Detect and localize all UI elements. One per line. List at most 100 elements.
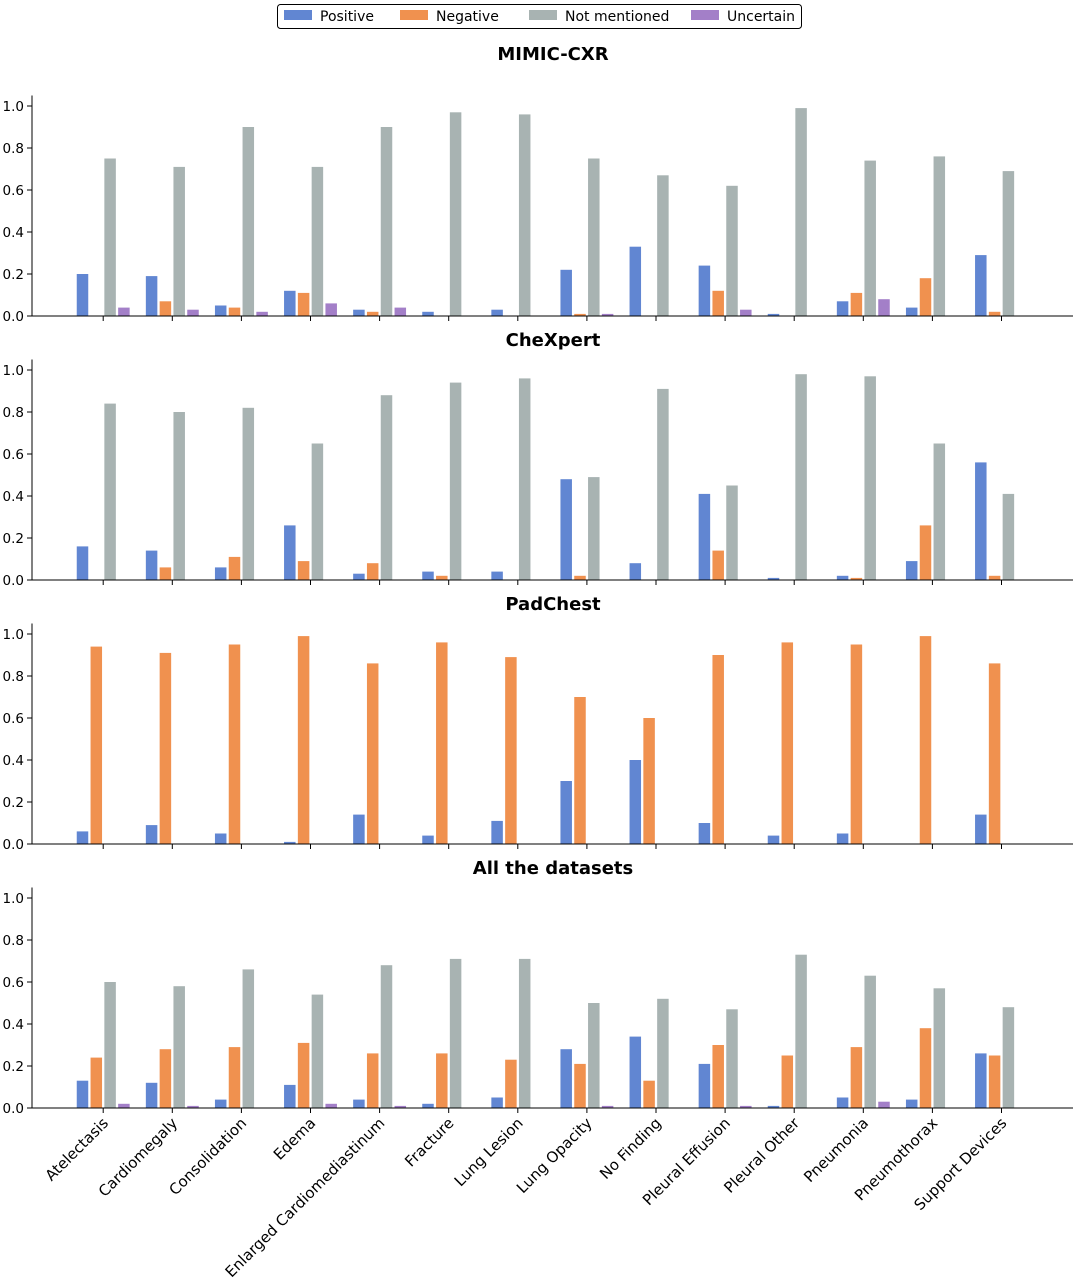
bar-not-mentioned-pneumothorax xyxy=(933,156,946,316)
bar-not-mentioned-pleural-other xyxy=(795,374,807,580)
bar-uncertain-edema xyxy=(325,1103,337,1108)
bar-negative-consolidation xyxy=(228,307,241,316)
bar-not-mentioned-atelectasis xyxy=(104,982,116,1108)
bar-positive-pleural-effusion xyxy=(698,823,711,844)
bar-positive-lung-opacity xyxy=(560,269,572,316)
bar-positive-enlarged-cardiomediastinum xyxy=(353,814,365,844)
bar-not-mentioned-fracture xyxy=(449,112,462,316)
bar-not-mentioned-lung-opacity xyxy=(588,1003,600,1108)
panel-title: All the datasets xyxy=(473,858,633,879)
bar-positive-no-finding xyxy=(629,246,642,316)
y-tick-label: 0.0 xyxy=(3,309,24,325)
bar-uncertain-pleural-effusion xyxy=(740,1105,752,1108)
bar-negative-lung-opacity xyxy=(574,697,586,844)
y-tick-label: 0.4 xyxy=(3,1017,24,1033)
bar-not-mentioned-no-finding xyxy=(657,388,669,580)
bar-not-mentioned-cardiomegaly xyxy=(173,412,185,580)
bar-uncertain-enlarged-cardiomediastinum xyxy=(394,1105,407,1108)
bar-positive-pleural-other xyxy=(767,1105,780,1108)
bar-negative-cardiomegaly xyxy=(159,1049,172,1108)
bar-positive-pleural-other xyxy=(767,835,780,844)
bar-uncertain-consolidation xyxy=(256,311,268,316)
bar-negative-pneumothorax xyxy=(919,636,932,844)
bar-negative-enlarged-cardiomediastinum xyxy=(366,563,379,580)
bar-positive-pleural-other xyxy=(767,577,780,580)
bar-positive-enlarged-cardiomediastinum xyxy=(353,1099,365,1108)
bar-positive-cardiomegaly xyxy=(145,276,158,316)
bar-not-mentioned-edema xyxy=(311,994,324,1108)
y-tick-label: 0.2 xyxy=(3,795,24,811)
bar-uncertain-pneumonia xyxy=(878,299,890,316)
bar-negative-support-devices xyxy=(988,575,1001,580)
bar-negative-cardiomegaly xyxy=(159,567,172,580)
panel-title: CheXpert xyxy=(506,330,601,351)
bar-positive-pneumonia xyxy=(836,575,849,580)
bar-negative-lung-lesion xyxy=(505,1059,517,1108)
bar-negative-pneumothorax xyxy=(919,525,932,580)
bar-uncertain-atelectasis xyxy=(118,1103,130,1108)
bar-not-mentioned-consolidation xyxy=(242,127,255,316)
legend-swatch-positive xyxy=(284,10,312,20)
bar-positive-no-finding xyxy=(629,563,642,580)
bar-not-mentioned-support-devices xyxy=(1002,171,1015,316)
legend-label-positive: Positive xyxy=(320,9,374,25)
bar-negative-consolidation xyxy=(228,556,241,580)
bar-positive-support-devices xyxy=(975,462,987,580)
bar-not-mentioned-no-finding xyxy=(657,998,669,1108)
bar-not-mentioned-support-devices xyxy=(1002,1007,1015,1108)
y-tick-label: 0.4 xyxy=(3,225,24,241)
y-tick-label: 0.8 xyxy=(3,669,24,685)
bar-negative-lung-opacity xyxy=(574,313,586,316)
bar-positive-pneumothorax xyxy=(905,307,918,316)
bar-negative-edema xyxy=(297,636,310,844)
bar-negative-pleural-other xyxy=(781,1055,794,1108)
x-category-label-edema: Edema xyxy=(270,1114,320,1164)
bar-positive-pneumothorax xyxy=(905,561,918,580)
legend-swatch-negative xyxy=(400,10,428,20)
bar-positive-consolidation xyxy=(214,567,227,580)
bar-negative-atelectasis xyxy=(90,646,103,844)
bar-not-mentioned-edema xyxy=(311,443,324,580)
bar-positive-cardiomegaly xyxy=(145,550,158,580)
bar-positive-lung-opacity xyxy=(560,1049,572,1108)
bar-not-mentioned-atelectasis xyxy=(104,158,116,316)
bar-negative-edema xyxy=(297,561,310,580)
bar-uncertain-cardiomegaly xyxy=(187,1105,199,1108)
y-tick-label: 0.2 xyxy=(3,1059,24,1075)
bar-not-mentioned-lung-opacity xyxy=(588,158,600,316)
y-tick-label: 0.0 xyxy=(3,1101,24,1117)
bar-not-mentioned-pneumothorax xyxy=(933,988,946,1108)
bar-not-mentioned-pneumonia xyxy=(864,160,876,316)
bar-negative-pneumonia xyxy=(850,292,863,316)
bar-negative-support-devices xyxy=(988,663,1001,844)
y-tick-label: 0.6 xyxy=(3,447,24,463)
bar-negative-pneumothorax xyxy=(919,1028,932,1108)
bar-positive-no-finding xyxy=(629,760,642,844)
y-tick-label: 0.6 xyxy=(3,183,24,199)
y-tick-label: 1.0 xyxy=(3,363,24,379)
bar-positive-consolidation xyxy=(214,1099,227,1108)
bar-not-mentioned-pneumothorax xyxy=(933,443,946,580)
bar-positive-atelectasis xyxy=(76,1080,89,1108)
x-category-label-atelectasis: Atelectasis xyxy=(42,1114,113,1185)
bar-positive-lung-lesion xyxy=(491,1097,503,1108)
bar-not-mentioned-consolidation xyxy=(242,407,255,580)
bar-positive-pleural-effusion xyxy=(698,265,711,316)
bar-negative-fracture xyxy=(436,1053,448,1108)
bar-positive-atelectasis xyxy=(76,274,89,316)
legend-label-uncertain: Uncertain xyxy=(727,9,795,25)
bar-uncertain-lung-opacity xyxy=(601,313,614,316)
bar-positive-pleural-effusion xyxy=(698,1063,711,1108)
bar-positive-support-devices xyxy=(975,814,987,844)
bar-negative-enlarged-cardiomediastinum xyxy=(366,1053,379,1108)
bar-positive-cardiomegaly xyxy=(145,825,158,844)
bar-not-mentioned-pleural-other xyxy=(795,108,807,316)
bar-negative-edema xyxy=(297,292,310,316)
bar-positive-edema xyxy=(284,841,296,844)
bar-negative-pneumonia xyxy=(850,644,863,844)
panel-all-the-datasets: All the datasets 0.0 0.2 0.4 0.6 0.8 1.0 xyxy=(3,858,1073,1117)
bar-positive-fracture xyxy=(422,1103,434,1108)
bar-negative-pleural-effusion xyxy=(712,290,724,316)
